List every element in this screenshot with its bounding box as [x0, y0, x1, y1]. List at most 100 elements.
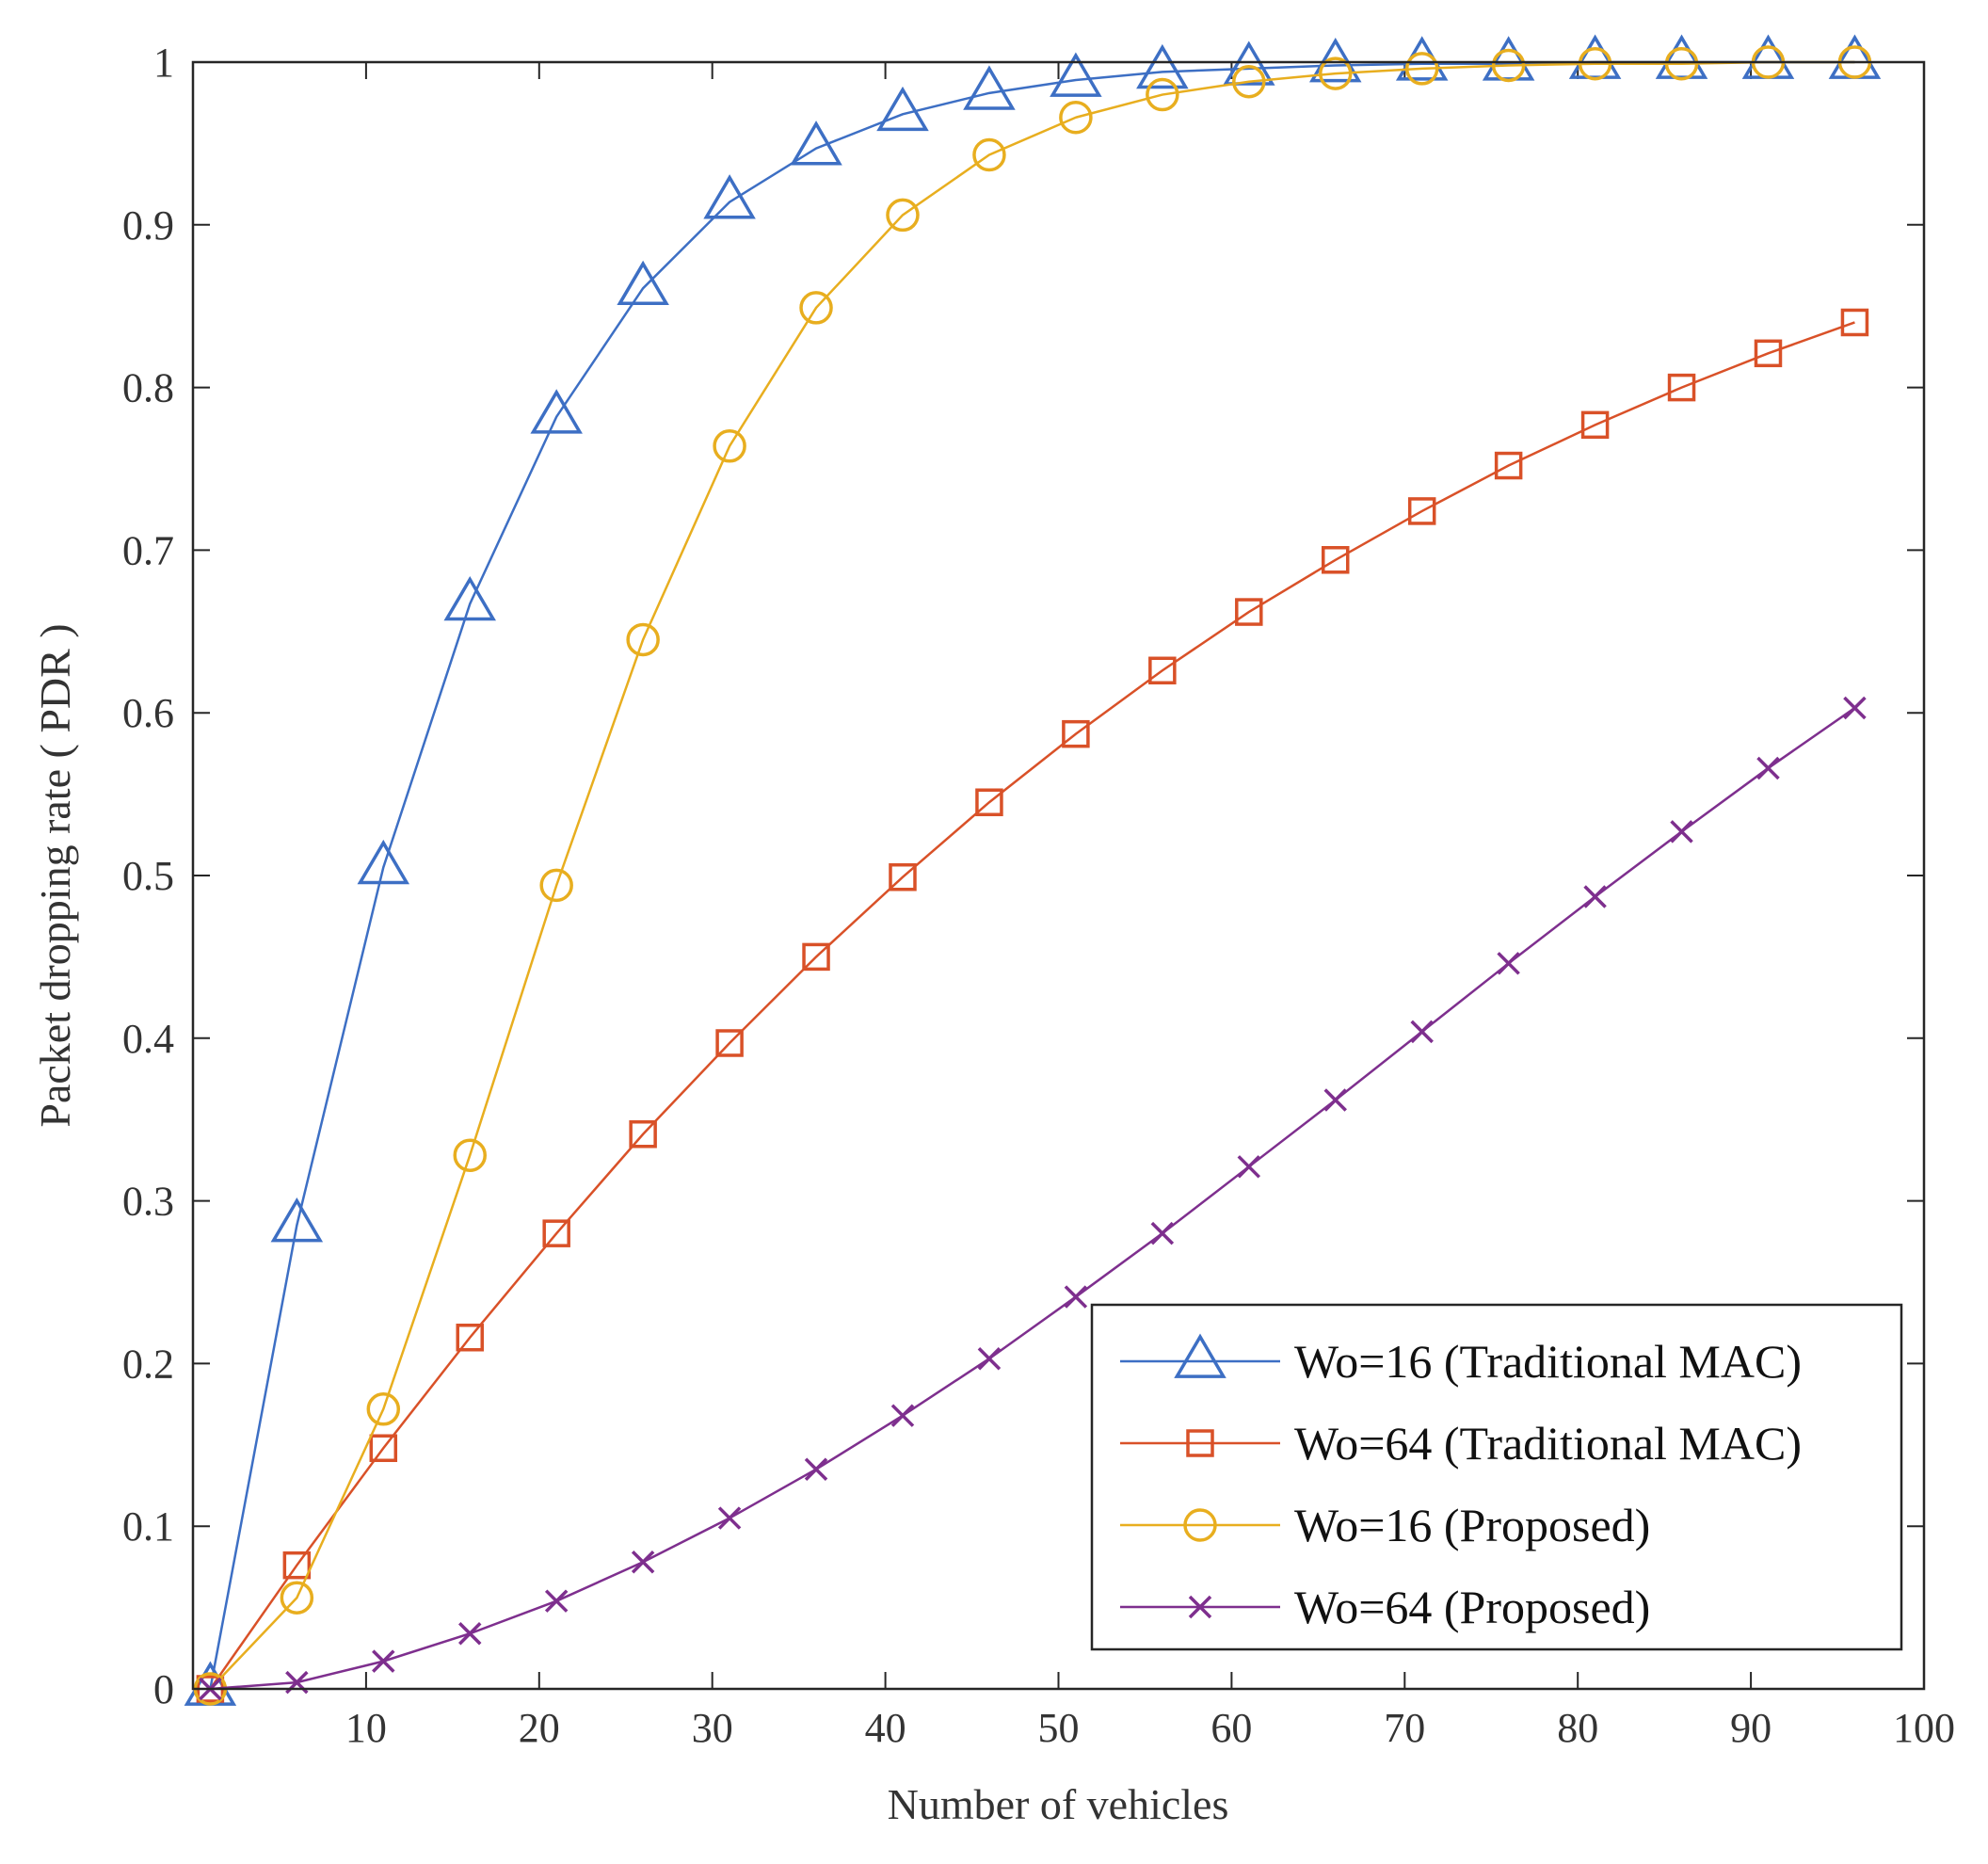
legend-entry: Wo=16 (Proposed) — [1120, 1499, 1650, 1551]
data-point-marker — [963, 65, 1016, 110]
data-point-marker — [1407, 497, 1436, 525]
data-point-marker — [1670, 820, 1693, 844]
legend-label: Wo=64 (Proposed) — [1294, 1581, 1650, 1633]
data-point-marker — [802, 942, 830, 972]
data-point-marker — [972, 137, 1006, 172]
data-point-marker — [458, 1622, 482, 1646]
data-point-marker — [799, 291, 833, 325]
legend-entry: Wo=64 (Traditional MAC) — [1120, 1417, 1802, 1470]
data-point-marker — [1404, 52, 1439, 86]
data-point-marker — [544, 1589, 569, 1613]
data-point-marker — [1237, 1155, 1261, 1179]
data-point-marker — [717, 1506, 742, 1530]
y-tick-label: 1 — [153, 40, 174, 86]
legend-marker — [1174, 1333, 1226, 1378]
y-tick-label: 0.9 — [122, 202, 174, 249]
y-tick-label: 0.7 — [122, 527, 174, 573]
data-point-marker — [886, 198, 920, 233]
data-point-marker — [280, 1581, 314, 1615]
data-point-marker — [443, 575, 496, 621]
data-point-marker — [1756, 756, 1780, 780]
data-point-marker — [1491, 48, 1526, 83]
data-point-marker — [975, 788, 1003, 816]
data-point-marker — [1062, 719, 1090, 748]
y-tick-label: 0.5 — [122, 853, 174, 899]
data-point-marker — [270, 1197, 324, 1243]
data-point-marker — [1494, 451, 1523, 480]
data-point-marker — [1664, 46, 1699, 81]
data-point-marker — [357, 839, 410, 885]
data-point-marker — [1580, 410, 1610, 440]
data-point-marker — [1323, 1088, 1347, 1112]
legend-marker — [1186, 1429, 1214, 1457]
series-line — [210, 706, 1856, 1691]
data-point-marker — [453, 1138, 487, 1172]
plot-area-frame — [191, 60, 1926, 1691]
data-point-marker — [629, 1120, 657, 1149]
data-point-marker — [1232, 64, 1266, 99]
data-point-marker — [369, 1434, 398, 1463]
data-point-marker — [790, 121, 842, 166]
data-point-marker — [1318, 56, 1353, 90]
data-point-marker — [372, 1649, 395, 1673]
data-point-marker — [890, 1404, 915, 1427]
data-point-marker — [703, 174, 756, 219]
data-point-marker — [804, 1457, 828, 1481]
legend-marker — [1188, 1595, 1212, 1619]
x-tick-label: 20 — [519, 1705, 560, 1751]
x-axis-title: Number of vehicles — [888, 1780, 1229, 1828]
x-tick-label: 40 — [865, 1705, 906, 1751]
x-tick-label: 70 — [1384, 1705, 1425, 1751]
data-point-marker — [530, 389, 583, 434]
data-point-marker — [456, 1324, 484, 1352]
y-axis-title: Packet dropping rate ( PDR ) — [31, 623, 79, 1127]
x-tick-label: 50 — [1038, 1705, 1080, 1751]
data-point-marker — [977, 1346, 1002, 1371]
legend-entry: Wo=64 (Proposed) — [1120, 1581, 1650, 1633]
data-point-marker — [1059, 101, 1093, 135]
data-point-marker — [542, 1219, 570, 1247]
series-2 — [196, 308, 1869, 1703]
legend-label: Wo=16 (Traditional MAC) — [1294, 1335, 1802, 1388]
legend: Wo=16 (Traditional MAC) Wo=64 (Traditiona… — [1090, 1303, 1903, 1651]
data-point-marker — [1150, 1221, 1175, 1245]
legend-entry: Wo=16 (Traditional MAC) — [1120, 1333, 1802, 1388]
data-point-marker — [1136, 43, 1189, 89]
series-line — [209, 321, 1855, 1690]
data-point-marker — [617, 260, 669, 306]
legend-label: Wo=16 (Proposed) — [1294, 1499, 1650, 1551]
y-tick-label: 0.6 — [122, 690, 174, 736]
data-point-marker — [282, 1551, 312, 1580]
data-point-marker — [539, 868, 573, 903]
legend-marker — [1183, 1508, 1217, 1542]
legend-label: Wo=64 (Traditional MAC) — [1294, 1417, 1802, 1470]
data-point-marker — [1308, 37, 1362, 83]
data-point-marker — [1578, 46, 1612, 81]
data-point-marker — [1235, 598, 1263, 626]
ticks-layer: 10 20 30 40 50 60 70 80 90 100 0 0.1 0.2 0.3 0.4 0.5 0.6… — [122, 40, 1955, 1751]
x-tick-label: 10 — [345, 1705, 387, 1751]
data-point-marker — [626, 622, 660, 657]
data-point-marker — [876, 86, 929, 132]
data-point-marker — [1583, 885, 1607, 908]
x-tick-label: 90 — [1730, 1705, 1772, 1751]
series-3 — [193, 45, 1872, 1706]
data-point-marker — [1146, 77, 1179, 112]
data-point-marker — [1754, 339, 1783, 368]
x-tick-label: 80 — [1557, 1705, 1598, 1751]
data-point-marker — [715, 1029, 744, 1057]
y-tick-label: 0.3 — [122, 1179, 174, 1225]
data-point-marker — [1321, 546, 1350, 574]
y-tick-label: 0.2 — [122, 1341, 174, 1387]
data-point-marker — [1667, 373, 1696, 402]
data-point-marker — [1050, 52, 1102, 97]
data-point-marker — [1840, 308, 1869, 337]
data-point-marker — [366, 1392, 401, 1426]
series-4 — [199, 696, 1867, 1701]
data-point-marker — [713, 429, 746, 463]
data-point-marker — [889, 862, 917, 892]
y-tick-label: 0.4 — [122, 1016, 174, 1062]
data-point-marker — [1223, 40, 1275, 86]
y-tick-label: 0.8 — [122, 365, 174, 411]
